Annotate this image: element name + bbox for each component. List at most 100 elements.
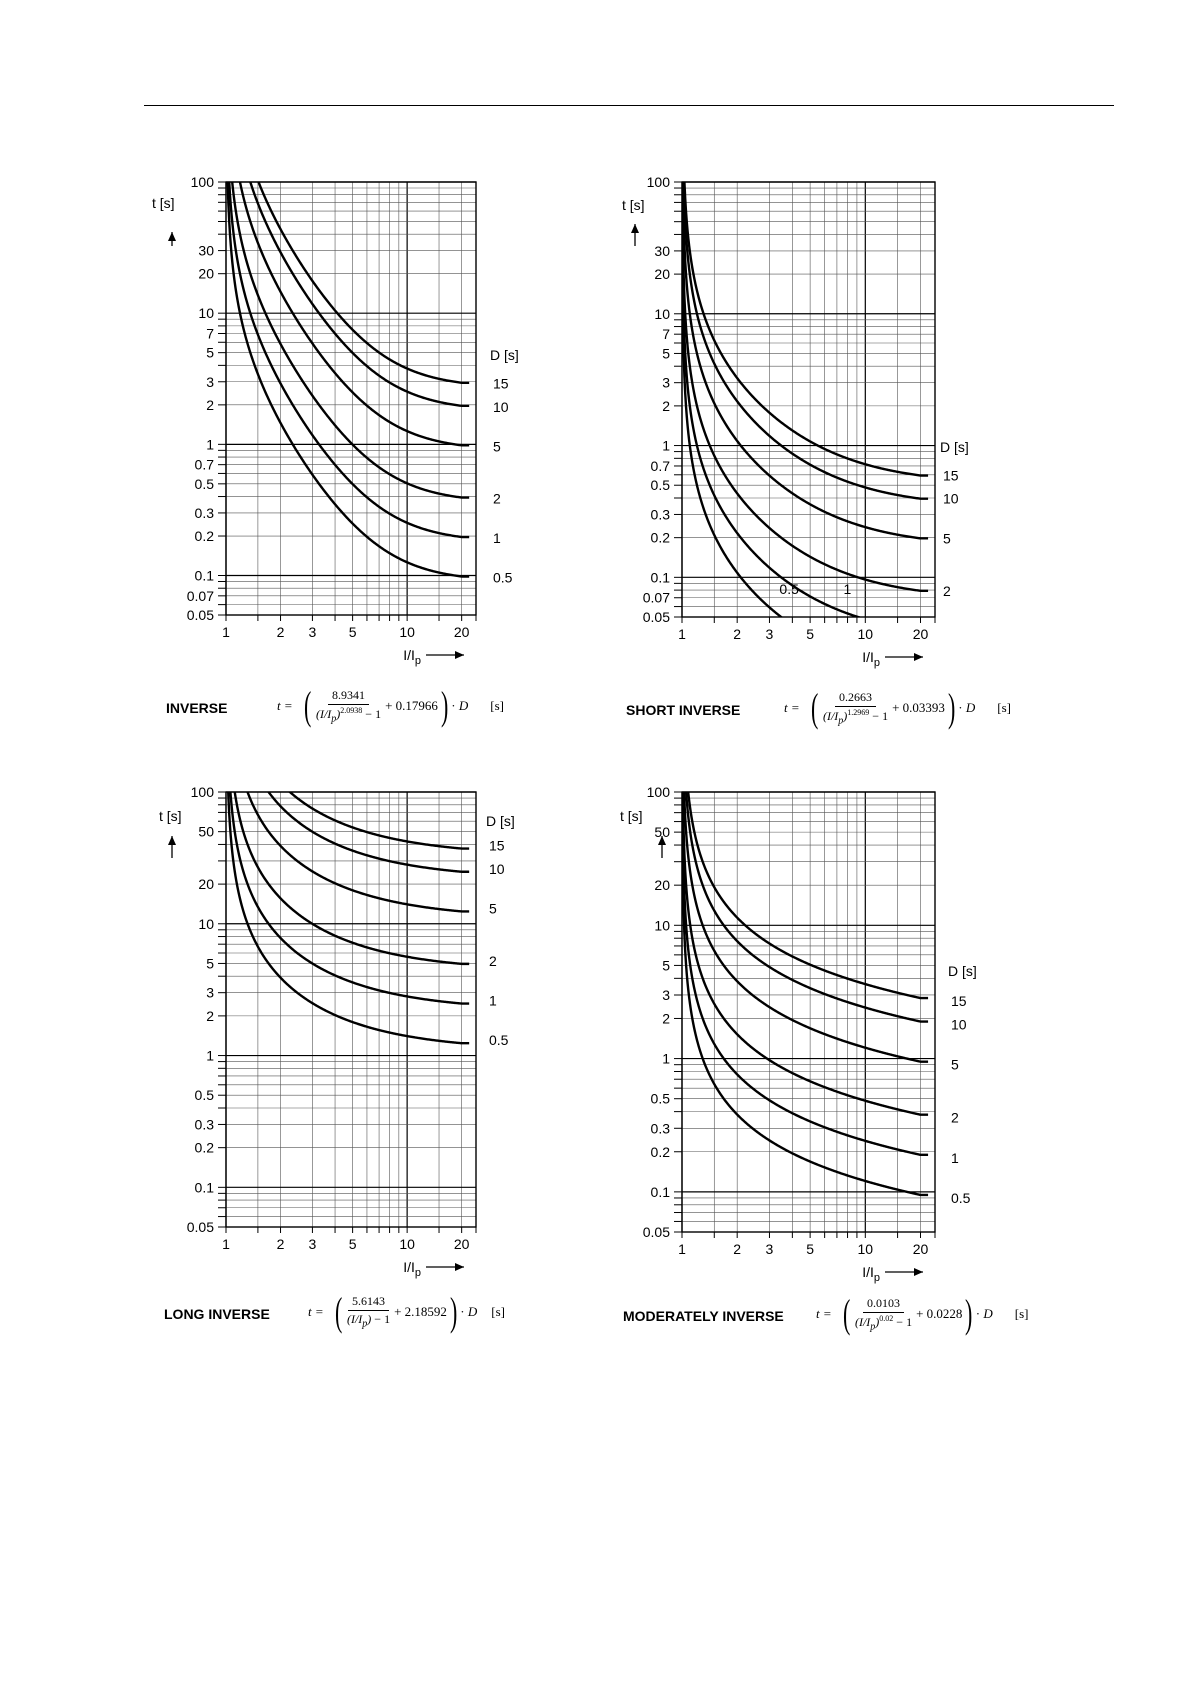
curves (682, 792, 929, 1197)
y-axis-arrowhead (168, 836, 176, 845)
formula-fraction: 0.2663 (I/Ip)1.2969 − 1 (823, 690, 888, 726)
y-tick-label: 7 (206, 325, 214, 341)
x-tick-label: 3 (766, 626, 774, 642)
formula-fraction: 8.9341 (I/Ip)2.0938 − 1 (316, 688, 381, 724)
y-tick-label: 2 (662, 1010, 670, 1026)
x-tick-label: 1 (678, 626, 686, 642)
curves (227, 792, 470, 1045)
y-tick-label: 100 (191, 784, 215, 800)
y-tick-label: 0.3 (195, 505, 215, 521)
formula-short-inverse: t = ( 0.2663 (I/Ip)1.2969 − 1 + 0.03393 … (784, 688, 1011, 728)
x-tick-label: 3 (309, 624, 317, 640)
chart-title-short-inverse: SHORT INVERSE (626, 702, 741, 718)
x-axis-arrowhead (455, 1263, 464, 1271)
x-tick-label: 3 (309, 1236, 317, 1252)
series-curve-D10 (682, 182, 929, 500)
y-axis-label: t [s] (622, 197, 645, 213)
formula-d: D (965, 700, 976, 715)
series-label-D5: 5 (951, 1057, 959, 1073)
series-label-D0.5: 0.5 (951, 1190, 971, 1206)
formula-moderately-inverse: t = ( 0.0103 (I/Ip)0.02 − 1 + 0.0228 ) ·… (816, 1294, 1028, 1334)
y-tick-label: 0.05 (643, 1224, 670, 1240)
x-axis-label-sub: p (874, 1272, 880, 1284)
chart-3: 100 50 20 10 5 3 2 1 0.5 0.3 0.2 0.1 0.05 1 2 3 5 10 20 I/I… (620, 784, 977, 1284)
series-label-D10: 10 (951, 1017, 967, 1033)
x-tick-label: 1 (222, 1236, 230, 1252)
x-axis-arrowhead (914, 653, 923, 661)
series-label-D2: 2 (943, 583, 951, 599)
x-tick-label: 1 (678, 1241, 686, 1257)
y-tick-label: 20 (654, 877, 670, 893)
x-tick-label: 20 (913, 1241, 929, 1257)
formula-minus-one: − 1 (872, 708, 889, 723)
x-axis-arrowhead (914, 1268, 923, 1276)
chart-0: 100 30 20 10 7 5 3 2 1 0.7 0.5 0.3 0.2 0.1 0.07 0.05 1 2 3… (152, 174, 519, 667)
series-label-D2: 2 (489, 953, 497, 969)
paren-left: ( (810, 685, 818, 730)
y-tick-label: 0.2 (195, 528, 215, 544)
y-tick-label: 5 (206, 345, 214, 361)
series-label-D0.5: 0.5 (493, 570, 513, 586)
formula-minus-one: − 1 (365, 706, 382, 721)
x-tick-label: 5 (349, 624, 357, 640)
series-label-D10: 10 (489, 861, 505, 877)
series-label-D2: 2 (951, 1110, 959, 1126)
series-label-D1: 1 (951, 1150, 959, 1166)
formula-c: 2.18592 (404, 1304, 447, 1319)
x-tick-label: 5 (349, 1236, 357, 1252)
plot-frame (681, 791, 936, 1233)
series-label-D10: 10 (493, 399, 509, 415)
y-tick-label: 3 (206, 985, 214, 1001)
x-tick-label: 20 (454, 624, 470, 640)
series-label-D0.5: 0.5 (489, 1032, 509, 1048)
formula-alpha: 1.2969 (847, 707, 870, 717)
y-tick-label: 30 (198, 243, 214, 259)
y-axis-label: t [s] (620, 808, 643, 824)
y-tick-label: 0.05 (187, 607, 214, 623)
y-tick-label: 0.5 (195, 1087, 215, 1103)
curves (682, 182, 929, 617)
formula-denominator: (I/Ip)1.2969 − 1 (822, 707, 889, 727)
grid (225, 791, 477, 1228)
legend-title: D [s] (486, 813, 515, 829)
series-curve-D0.5 (682, 182, 784, 617)
y-tick-label: 10 (654, 917, 670, 933)
x-tick-label: 10 (858, 1241, 874, 1257)
y-axis-arrowhead (658, 836, 666, 845)
series-curve-D0.5 (682, 792, 929, 1197)
series-curve-D5 (238, 182, 470, 447)
paren-left: ( (303, 683, 311, 728)
series-curve-D10 (249, 182, 470, 408)
formula-k: 5.6143 (348, 1294, 390, 1312)
series-curve-D10 (267, 792, 470, 873)
y-tick-label: 0.2 (195, 1140, 215, 1156)
y-tick-label: 3 (206, 374, 214, 390)
y-tick-label: 0.1 (195, 1179, 215, 1195)
formula-denominator: (I/Ip) − 1 (346, 1312, 391, 1330)
y-tick-label: 0.3 (195, 1116, 215, 1132)
x-axis-label-sub: p (874, 657, 880, 669)
series-label-D5: 5 (493, 438, 501, 454)
y-axis-label: t [s] (159, 808, 182, 824)
y-minor-ticks (218, 791, 477, 1233)
chart-1: 100 30 20 10 7 5 3 2 1 0.7 0.5 0.3 0.2 0.1 0.07 0.05 1 2 3… (622, 174, 969, 669)
series-curve-D10 (684, 792, 929, 1023)
series-curve-D15 (257, 182, 470, 384)
plot-frame (225, 181, 477, 616)
y-tick-label: 5 (662, 345, 670, 361)
formula-denominator: (I/Ip)0.02 − 1 (854, 1313, 913, 1333)
series-label-D1: 1 (489, 993, 497, 1009)
x-axis-label-sub: p (415, 1267, 421, 1279)
y-tick-label: 0.5 (195, 476, 215, 492)
series-label-D15: 15 (493, 376, 509, 392)
paren-right: ) (965, 1291, 973, 1336)
y-tick-label: 0.2 (651, 1144, 671, 1160)
series-curve-D15 (683, 182, 929, 477)
series-label-D15: 15 (489, 838, 505, 854)
series-label-D5: 5 (489, 900, 497, 916)
y-tick-label: 50 (198, 824, 214, 840)
formula-dot: · (460, 1304, 465, 1319)
series-curve-D1 (682, 792, 929, 1157)
formula-dot: · (451, 698, 456, 713)
